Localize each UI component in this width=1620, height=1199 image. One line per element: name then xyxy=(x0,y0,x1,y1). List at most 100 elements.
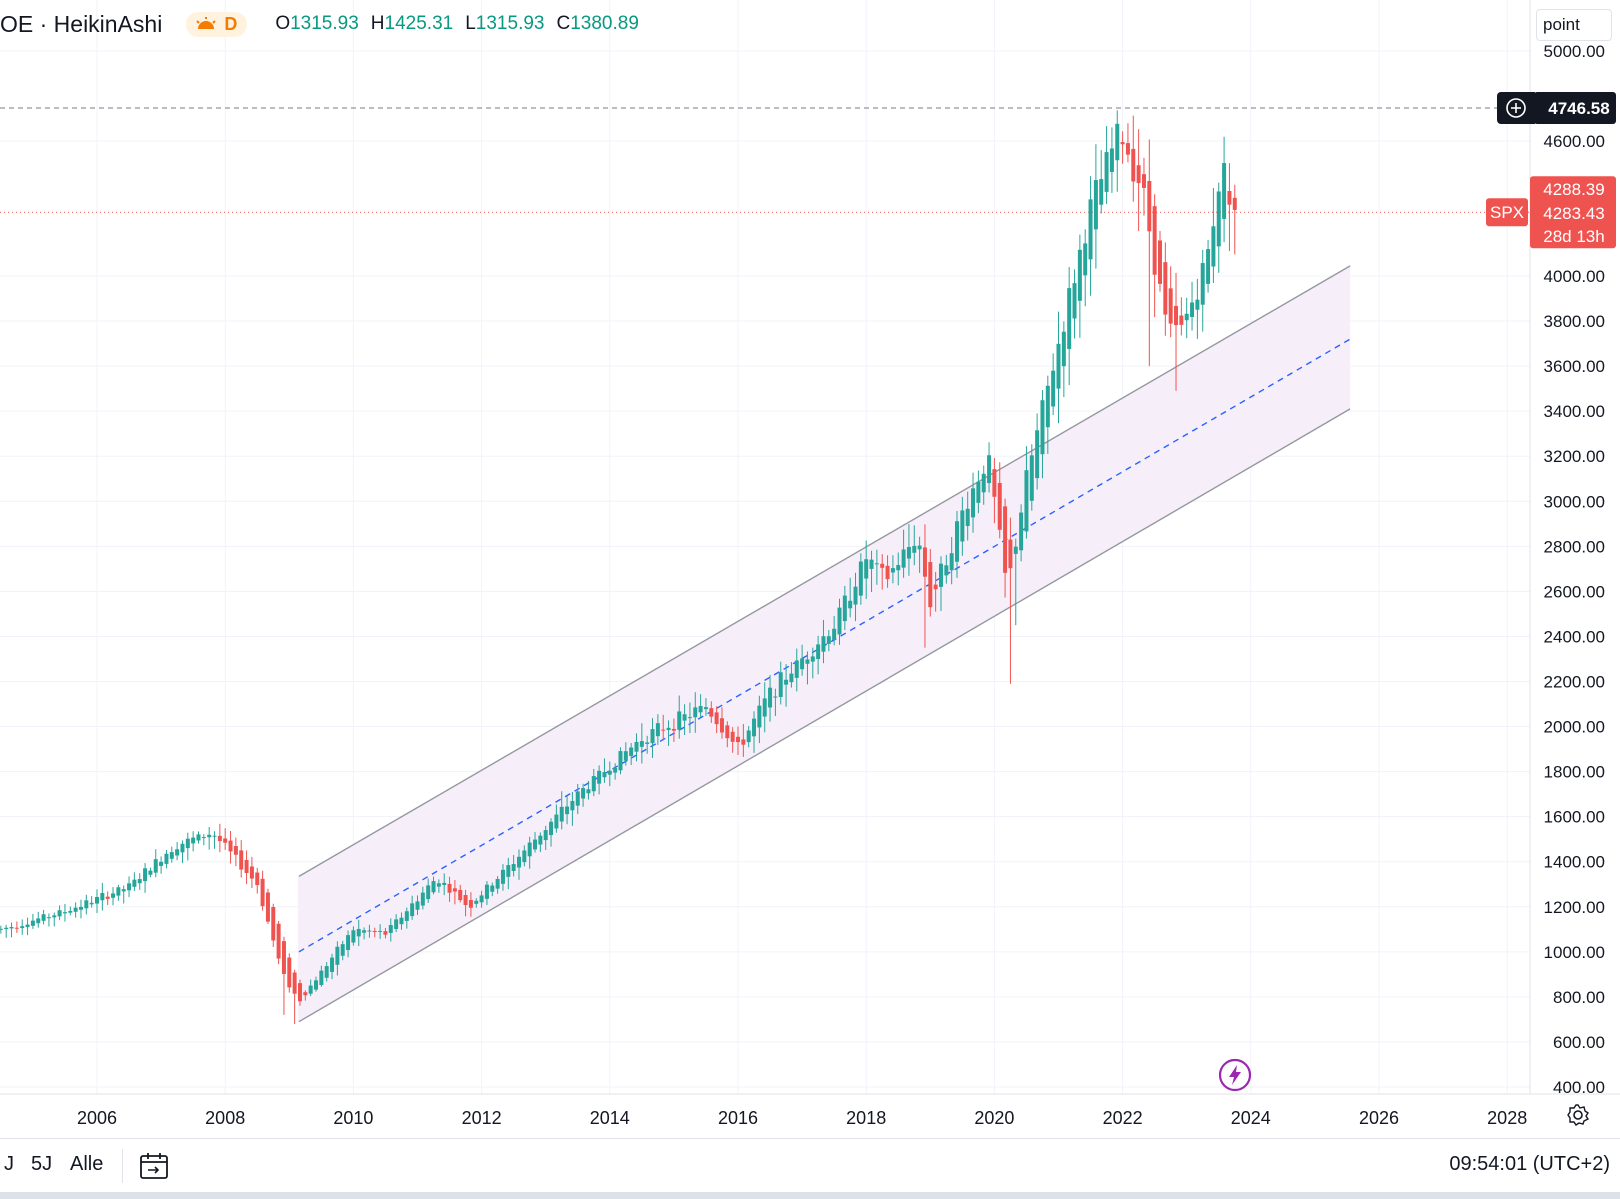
candle-body xyxy=(223,838,228,843)
candle-body xyxy=(265,892,270,922)
candle-body xyxy=(228,840,233,852)
range-all-button[interactable]: Alle xyxy=(70,1153,104,1175)
y-tick-label: 2600.00 xyxy=(1544,582,1605,601)
candle-body xyxy=(1099,179,1104,205)
candle-body xyxy=(1190,302,1195,317)
y-tick-label: 3800.00 xyxy=(1544,312,1605,331)
candle-body xyxy=(762,698,767,717)
candle-body xyxy=(78,906,83,910)
candle-body xyxy=(351,930,356,943)
symbol-title[interactable]: OE · HeikinAshi xyxy=(0,10,163,37)
candle-body xyxy=(885,565,890,580)
candle-body xyxy=(1147,181,1152,232)
candle-body xyxy=(912,545,917,553)
x-tick-label: 2016 xyxy=(718,1108,758,1128)
candle-body xyxy=(68,910,73,913)
candle-body xyxy=(623,751,628,761)
add-alert-button[interactable] xyxy=(1497,92,1535,124)
candle-body xyxy=(46,917,51,919)
range-5y-button[interactable]: 5J xyxy=(31,1153,53,1175)
candle-body xyxy=(137,879,142,884)
candle-body xyxy=(693,707,698,718)
candle-body xyxy=(506,865,511,877)
ohlc-close-value: 1380.89 xyxy=(570,13,639,34)
candle-body xyxy=(1067,288,1072,349)
candle-body xyxy=(458,889,463,901)
candle-body xyxy=(1077,249,1082,301)
candle-body xyxy=(794,660,799,678)
bottom-strip xyxy=(0,1192,1620,1199)
candle-body xyxy=(1008,539,1013,569)
interval-badge[interactable]: D xyxy=(186,11,248,37)
candle-body xyxy=(832,628,837,641)
candle-body xyxy=(778,672,783,698)
candle-body xyxy=(335,946,340,965)
candle-body xyxy=(1174,305,1179,326)
candle-body xyxy=(308,985,313,994)
ohlc-values: O1315.93 H1425.31 L1315.93 C1380.89 xyxy=(275,13,639,35)
candle-body xyxy=(971,488,976,518)
candle-body xyxy=(650,729,655,744)
candle-body xyxy=(1136,165,1141,184)
lightning-icon[interactable] xyxy=(1218,1058,1252,1092)
candle-body xyxy=(447,883,452,893)
scale-mode-button[interactable]: point xyxy=(1536,9,1612,41)
candle-body xyxy=(281,941,286,974)
candle-body xyxy=(789,673,794,683)
candle-body xyxy=(1051,370,1056,407)
timezone-clock[interactable]: 09:54:01 (UTC+2) xyxy=(1449,1153,1610,1175)
channel-upper-line[interactable] xyxy=(298,265,1351,877)
range-1y-button[interactable]: J xyxy=(4,1153,14,1175)
candle-body xyxy=(746,730,751,743)
candle-body xyxy=(869,559,874,569)
candle-body xyxy=(816,644,821,660)
crosshair-price-text: 4746.58 xyxy=(1548,99,1609,118)
y-tick-label: 4600.00 xyxy=(1544,132,1605,151)
candle-body xyxy=(0,928,3,930)
candle-body xyxy=(132,879,137,887)
candle-body xyxy=(479,895,484,903)
candle-body xyxy=(180,843,185,853)
candle-body xyxy=(896,565,901,571)
last-high-text: 4288.39 xyxy=(1543,180,1604,199)
candle-body xyxy=(928,562,933,608)
candle-body xyxy=(858,561,863,596)
candle-body xyxy=(559,806,564,822)
candle-body xyxy=(1040,400,1045,455)
candle-body xyxy=(1206,249,1211,284)
candle-body xyxy=(639,741,644,747)
candle-body xyxy=(297,983,302,1002)
candle-body xyxy=(159,861,164,866)
candle-body xyxy=(324,966,329,978)
candle-body xyxy=(917,545,922,550)
candle-body xyxy=(84,900,89,909)
candle-body xyxy=(153,859,158,873)
candle-body xyxy=(249,866,254,879)
candle-body xyxy=(655,723,660,737)
candle-body xyxy=(826,636,831,644)
candle-body xyxy=(105,896,110,899)
candle-body xyxy=(436,883,441,887)
candle-body xyxy=(287,957,292,988)
candle-body xyxy=(1104,152,1109,192)
candle-body xyxy=(212,835,217,837)
go-to-date-icon[interactable] xyxy=(138,1151,170,1181)
channel-lower-line[interactable] xyxy=(298,408,1351,1023)
crosshair-price-label xyxy=(1534,92,1616,125)
candle-body xyxy=(52,915,57,918)
candle-body xyxy=(933,584,938,590)
candle-body xyxy=(1083,243,1088,276)
candle-body xyxy=(255,872,260,886)
candle-body xyxy=(292,972,297,994)
candle-body xyxy=(848,600,853,609)
candle-body xyxy=(949,553,954,571)
candle-body xyxy=(1109,148,1114,172)
candle-body xyxy=(372,930,377,932)
gear-icon[interactable] xyxy=(1566,1103,1590,1127)
candle-body xyxy=(1195,299,1200,310)
candle-body xyxy=(420,892,425,906)
candle-body xyxy=(474,900,479,904)
y-tick-label: 3200.00 xyxy=(1544,447,1605,466)
symbol-tag-text: SPX xyxy=(1490,203,1524,222)
